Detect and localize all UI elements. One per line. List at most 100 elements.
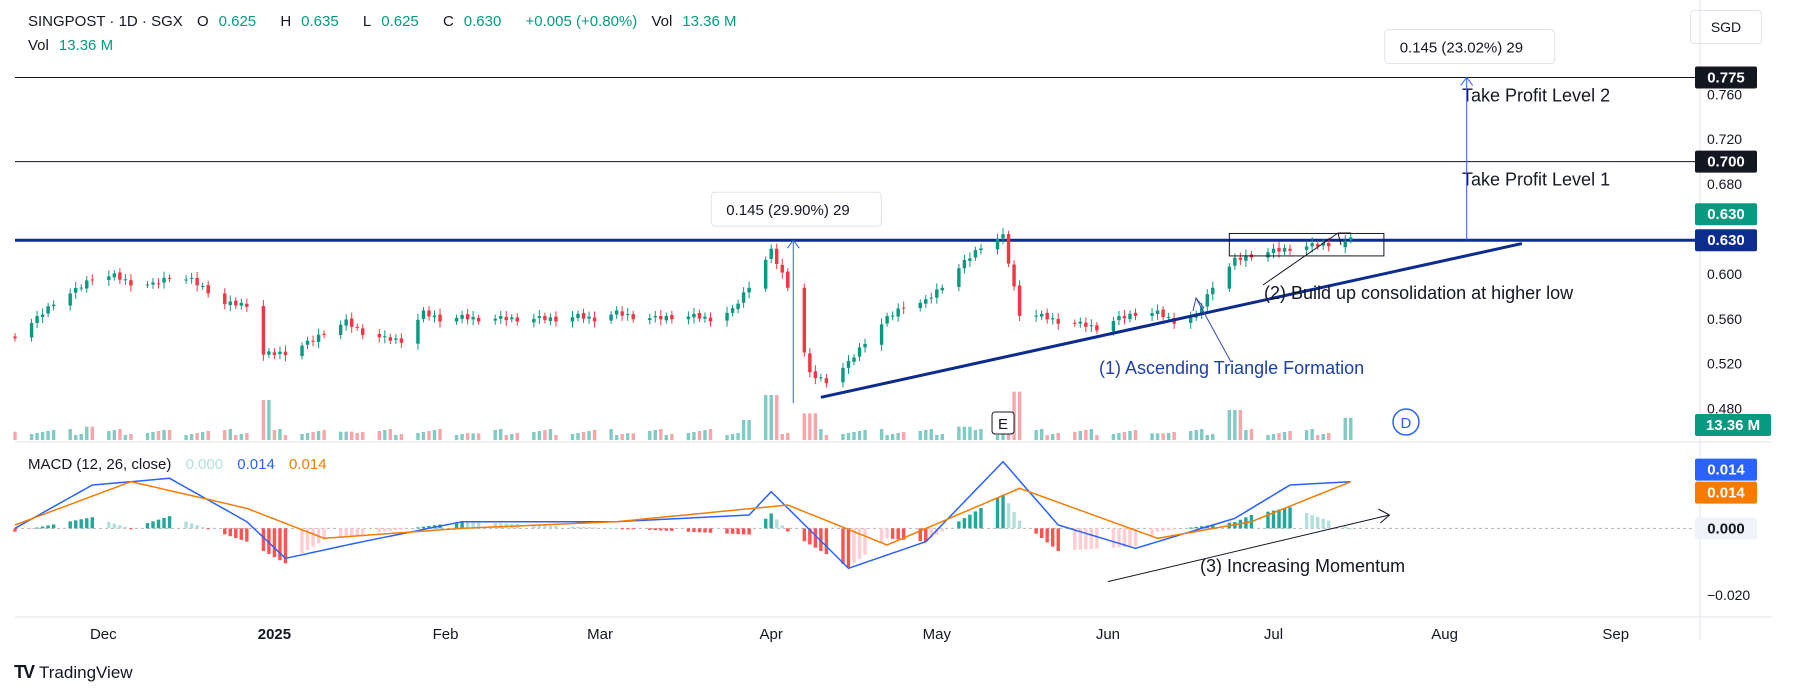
candle-body bbox=[763, 259, 768, 289]
candle-body bbox=[1238, 257, 1243, 260]
volume-legend: Vol 13.36 M bbox=[28, 37, 123, 54]
price-badge bbox=[1695, 66, 1757, 89]
volume-bar bbox=[885, 435, 889, 440]
volume-bar bbox=[741, 420, 746, 440]
measure-2-label: 0.145 (23.02%) 29 bbox=[1400, 39, 1523, 56]
dividend-marker[interactable] bbox=[1392, 408, 1420, 436]
volume-bar bbox=[1326, 433, 1331, 440]
earnings-marker-label: E bbox=[998, 416, 1008, 433]
volume-bar bbox=[1095, 435, 1099, 440]
volume-bar bbox=[79, 434, 83, 440]
earnings-marker[interactable] bbox=[991, 411, 1015, 435]
macd-histogram-bar bbox=[763, 518, 768, 529]
volume-bar bbox=[338, 431, 343, 440]
candle-body bbox=[813, 371, 818, 379]
candle-body bbox=[979, 248, 983, 251]
volume-bar bbox=[730, 434, 735, 440]
macd-histogram-bar bbox=[1166, 528, 1171, 531]
macd-histogram-bar bbox=[1017, 520, 1022, 529]
volume-bar bbox=[46, 431, 50, 440]
volume-bar bbox=[576, 433, 580, 440]
candle-body bbox=[338, 324, 343, 335]
candle-body bbox=[123, 279, 128, 281]
consolidation-box[interactable] bbox=[1228, 232, 1385, 257]
candle-body bbox=[465, 314, 470, 320]
candle-body bbox=[261, 305, 266, 355]
volume-bar bbox=[609, 429, 613, 440]
macd-histogram-bar bbox=[129, 528, 133, 530]
volume-badge bbox=[1695, 414, 1771, 436]
macd-histogram-bar bbox=[846, 528, 851, 568]
macd-histogram-bar bbox=[543, 525, 547, 529]
volume-bar bbox=[239, 434, 244, 440]
macd-histogram-bar bbox=[1326, 520, 1331, 529]
macd-histogram-bar bbox=[1073, 528, 1077, 550]
volume-bar bbox=[1238, 410, 1243, 440]
macd-histogram-bar bbox=[1315, 516, 1320, 529]
macd-histogram-bar bbox=[272, 528, 277, 558]
candle-body bbox=[1078, 321, 1083, 324]
candle-body bbox=[79, 287, 83, 289]
macd-histogram-bar bbox=[151, 521, 155, 529]
candle-body bbox=[504, 316, 508, 321]
candle-body bbox=[863, 343, 867, 348]
time-tick-label: Mar bbox=[587, 626, 613, 643]
macd-histogram-bar bbox=[697, 528, 702, 533]
horizontal-levels[interactable]: Take Profit Level 2 Take Profit Level 1 bbox=[15, 76, 1700, 242]
macd-histogram-bar bbox=[1089, 528, 1094, 549]
measure-1-label: 0.145 (29.90%) 29 bbox=[726, 202, 849, 219]
macd-histogram-bar bbox=[112, 523, 117, 529]
momentum-trend-line[interactable] bbox=[1107, 514, 1390, 583]
macd-histogram-bar bbox=[1050, 528, 1055, 547]
macd-name[interactable]: MACD (12, 26, close) bbox=[28, 456, 172, 473]
candle-body bbox=[808, 353, 812, 373]
volume-bar bbox=[361, 432, 365, 440]
candle-body bbox=[510, 317, 514, 320]
macd-histogram-bar bbox=[1150, 528, 1154, 536]
volume-bar bbox=[692, 432, 696, 440]
candle-body bbox=[1089, 325, 1094, 327]
macd-histogram-bar bbox=[686, 528, 691, 532]
volume-bar bbox=[1117, 433, 1121, 440]
macd-histogram-bar bbox=[852, 528, 856, 564]
candle-body bbox=[471, 317, 475, 320]
candle-body bbox=[1282, 247, 1287, 252]
axes: 0.760 0.720 0.680 0.600 0.560 0.520 0.480 0.775… bbox=[90, 66, 1771, 643]
macd-histogram-bar bbox=[460, 521, 464, 529]
macd-histogram-bar bbox=[499, 523, 503, 529]
candle-body bbox=[736, 303, 740, 310]
macd-histogram-bar bbox=[769, 513, 773, 529]
candle-body bbox=[1111, 321, 1116, 332]
volume-bar bbox=[1078, 431, 1083, 440]
candle-body bbox=[1310, 243, 1314, 247]
macd-histogram-bar bbox=[808, 528, 812, 545]
triangle-pointer-head bbox=[1192, 296, 1205, 312]
brand[interactable]: TV TradingView bbox=[14, 662, 133, 683]
symbol-title[interactable]: SINGPOST · 1D · SGX bbox=[28, 13, 183, 30]
candle-body bbox=[918, 302, 922, 308]
macd-histogram-bar bbox=[377, 528, 382, 533]
candle-body bbox=[68, 293, 72, 306]
candle-body bbox=[1155, 310, 1160, 315]
candle-body bbox=[1166, 317, 1171, 319]
macd-histogram-bar bbox=[1001, 494, 1005, 529]
currency-button[interactable]: SGD bbox=[1690, 10, 1762, 44]
candle-body bbox=[40, 314, 45, 317]
macd-histogram-bar bbox=[1111, 528, 1116, 548]
ascending-support-line[interactable] bbox=[820, 242, 1523, 399]
volume-bar bbox=[1133, 430, 1138, 440]
volume-bar bbox=[592, 430, 597, 440]
macd-histogram-bar bbox=[46, 525, 50, 529]
macd-histogram-bar bbox=[670, 528, 674, 531]
candle-body bbox=[554, 316, 558, 322]
volume-bar bbox=[1288, 431, 1292, 440]
time-tick-label: Sep bbox=[1602, 626, 1629, 643]
volume-bar bbox=[962, 426, 967, 440]
volume-bar bbox=[1089, 429, 1094, 440]
volume-bar bbox=[476, 433, 481, 440]
candle-body bbox=[775, 248, 779, 264]
macd-histogram-bar bbox=[223, 528, 227, 535]
annotations[interactable]: 0.145 (29.90%) 29 0.145 (23.02%) 29 (1) As… bbox=[710, 28, 1574, 576]
